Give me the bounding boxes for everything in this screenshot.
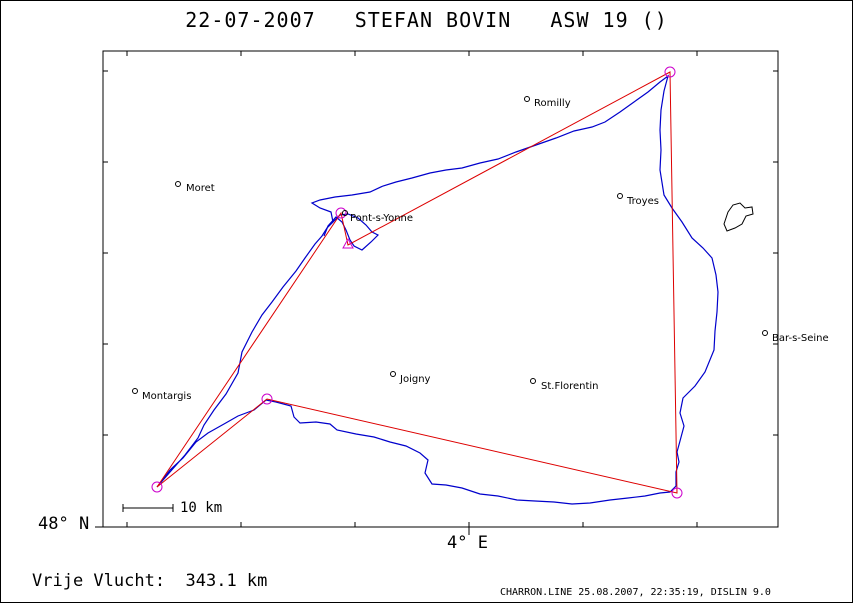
town-marker-bar	[762, 330, 768, 336]
town-marker-montargis	[132, 388, 138, 394]
longitude-label: 4° E	[447, 533, 488, 553]
map-border	[102, 50, 779, 528]
towns	[132, 96, 768, 394]
release-triangle	[342, 237, 354, 249]
town-marker-pont	[342, 210, 348, 216]
free-flight-distance: Vrije Vlucht: 343.1 km	[32, 571, 268, 591]
town-marker-joigny	[390, 371, 396, 377]
town-label-romilly: Romilly	[534, 98, 571, 109]
latitude-label: 48° N	[38, 514, 90, 534]
scale-label: 10 km	[180, 500, 223, 516]
turnpoint-south	[671, 487, 683, 499]
town-label-stflorentin: St.Florentin	[541, 381, 599, 392]
town-label-moret: Moret	[186, 183, 215, 194]
town-marker-moret	[175, 181, 181, 187]
turnpoint-north	[664, 66, 676, 78]
town-label-bar: Bar-s-Seine	[772, 333, 829, 344]
task-route	[156, 71, 678, 494]
town-label-joigny: Joigny	[399, 374, 431, 385]
town-label-troyes: Troyes	[626, 196, 659, 207]
turnpoint-start	[151, 481, 163, 493]
lake-outline	[723, 202, 754, 232]
town-marker-troyes	[617, 193, 623, 199]
flight-title: 22-07-2007 STEFAN BOVIN ASW 19 ()	[185, 8, 668, 32]
scale-bar	[122, 504, 174, 512]
town-marker-stflorentin	[530, 378, 536, 384]
gps-track-pont	[323, 213, 380, 251]
turnpoint-west	[261, 393, 273, 405]
town-label-montargis: Montargis	[142, 391, 191, 402]
gps-track	[156, 74, 719, 505]
town-label-pont: Pont-s-Yonne	[350, 213, 413, 224]
town-marker-romilly	[524, 96, 530, 102]
footer-info: CHARRON.LINE 25.08.2007, 22:35:19, DISLI…	[500, 587, 771, 598]
turnpoints	[151, 66, 683, 499]
turnpoint-pont	[335, 207, 347, 219]
axis-ticks	[95, 51, 778, 535]
